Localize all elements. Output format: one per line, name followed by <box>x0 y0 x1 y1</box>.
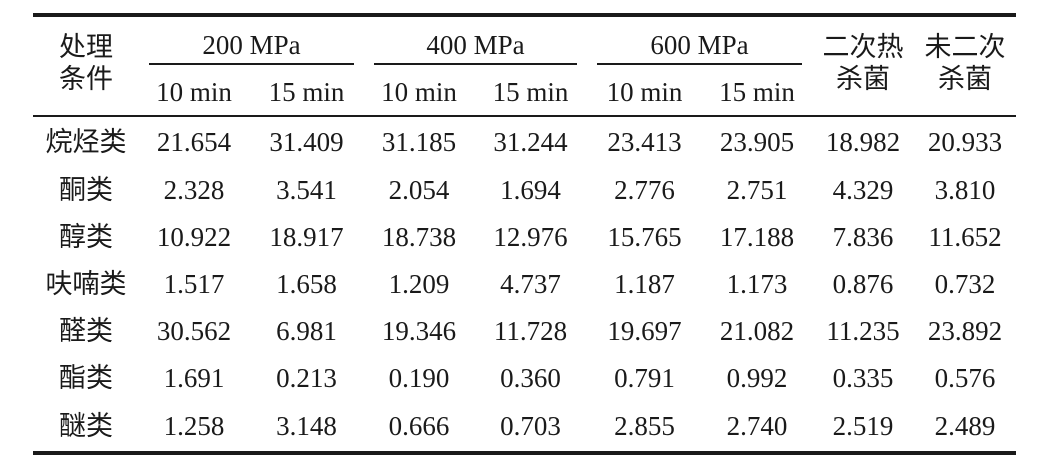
subheader-time: 10 min <box>587 69 703 117</box>
table-cell: 21.654 <box>156 126 232 157</box>
table-cell: 1.258 <box>139 402 249 455</box>
row-label: 呋喃类 <box>45 269 127 300</box>
table-cell: 3.148 <box>249 402 365 455</box>
table-cell: 18.917 <box>269 222 344 252</box>
table-cell: 0.190 <box>388 363 450 393</box>
table-row: 醛类 30.562 6.981 19.346 11.728 19.697 21.… <box>33 308 1016 355</box>
table-cell: 0.876 <box>832 269 894 299</box>
header-row-groups: 处理 条件 200 MPa 400 MPa 600 MPa 二次热 杀菌 未二次 <box>33 13 1017 117</box>
table-cell: 23.892 <box>927 316 1003 346</box>
header-row-times: 10 min 15 min 10 min 15 min 10 min 15 mi… <box>33 69 1016 117</box>
table-cell: 18.982 <box>825 126 901 157</box>
group-header-600mpa: 600 MPa <box>587 13 813 69</box>
table-cell: 0.666 <box>364 402 475 455</box>
table-cell: 10.922 <box>156 222 232 252</box>
table-cell: 12.976 <box>493 222 568 252</box>
table-cell: 6.981 <box>276 316 337 346</box>
header-secondary-heat-sterilization: 二次热 杀菌 <box>812 13 915 117</box>
subheader-time: 10 min <box>139 69 249 117</box>
table-cell: 0.703 <box>474 402 588 455</box>
subheader-time: 15 min <box>474 69 588 117</box>
table-cell: 30.562 <box>156 316 232 346</box>
table-row: 酮类 2.328 3.541 2.054 1.694 2.776 2.751 4… <box>33 167 1016 214</box>
table-cell: 11.235 <box>826 316 900 346</box>
table-cell: 2.855 <box>587 402 703 455</box>
row-label: 酯类 <box>59 363 113 394</box>
table-cell: 11.652 <box>928 222 1002 252</box>
subheader-time: 10 min <box>364 69 475 117</box>
table-cell: 31.409 <box>269 126 344 157</box>
group-header-200mpa: 200 MPa <box>139 13 365 69</box>
table-cell: 1.691 <box>163 363 225 393</box>
table-cell: 0.791 <box>614 363 675 393</box>
table-cell: 2.328 <box>163 175 225 205</box>
table-cell: 0.992 <box>726 363 788 393</box>
table-cell: 2.489 <box>914 402 1017 455</box>
table-cell: 1.517 <box>163 269 225 299</box>
volatile-compounds-table: 处理 条件 200 MPa 400 MPa 600 MPa 二次热 杀菌 未二次 <box>33 13 1017 455</box>
table-cell: 23.413 <box>607 126 682 157</box>
row-label: 烷烃类 <box>45 126 127 158</box>
table-row: 醇类 10.922 18.917 18.738 12.976 15.765 17… <box>33 214 1016 261</box>
subheader-time: 15 min <box>702 69 813 117</box>
table-cell: 2.751 <box>726 175 788 205</box>
table-row: 醚类 1.258 3.148 0.666 0.703 2.855 2.740 2… <box>33 402 1017 455</box>
table-header: 处理 条件 200 MPa 400 MPa 600 MPa 二次热 杀菌 未二次 <box>33 13 1017 117</box>
table-cell: 1.658 <box>276 269 337 299</box>
table-cell: 31.244 <box>493 126 568 157</box>
table-row: 呋喃类 1.517 1.658 1.209 4.737 1.187 1.173 … <box>33 261 1016 308</box>
table-cell: 1.187 <box>614 269 675 299</box>
table-cell: 2.519 <box>812 402 915 455</box>
table-body: 烷烃类 21.654 31.409 31.185 31.244 23.413 2… <box>33 116 1017 455</box>
table-cell: 2.054 <box>388 175 450 205</box>
row-label: 醚类 <box>33 402 139 455</box>
table-cell: 19.346 <box>381 316 457 346</box>
table-cell: 31.185 <box>381 126 457 157</box>
table-cell: 0.576 <box>934 363 996 393</box>
table-cell: 2.776 <box>614 175 675 205</box>
table-row: 酯类 1.691 0.213 0.190 0.360 0.791 0.992 0… <box>33 355 1016 402</box>
row-label: 醛类 <box>59 316 113 347</box>
table-cell: 23.905 <box>719 126 795 157</box>
table-cell: 18.738 <box>381 222 457 252</box>
condition-header-line-2: 条件 <box>59 64 113 95</box>
subheader-time: 15 min <box>249 69 365 117</box>
table-cell: 17.188 <box>719 222 795 252</box>
table-cell: 4.329 <box>832 175 894 205</box>
table-cell: 4.737 <box>500 269 561 299</box>
table-cell: 0.360 <box>500 363 561 393</box>
table-cell: 15.765 <box>607 222 682 252</box>
table-cell: 3.541 <box>276 175 337 205</box>
table-cell: 1.694 <box>500 175 561 205</box>
condition-header-line-1: 处理 <box>59 31 113 63</box>
table-cell: 1.209 <box>388 269 450 299</box>
table-cell: 20.933 <box>927 126 1003 157</box>
table-cell: 7.836 <box>832 222 894 252</box>
table-cell: 3.810 <box>934 175 996 205</box>
table-cell: 11.728 <box>493 316 568 346</box>
table-cell: 1.173 <box>726 269 788 299</box>
row-label: 醇类 <box>59 222 113 253</box>
table-cell: 19.697 <box>607 316 682 346</box>
header-no-secondary-sterilization: 未二次 杀菌 <box>914 13 1017 117</box>
table-cell: 0.335 <box>832 363 894 393</box>
row-label: 酮类 <box>59 175 113 206</box>
condition-header: 处理 条件 <box>33 13 139 117</box>
table-row: 烷烃类 21.654 31.409 31.185 31.244 23.413 2… <box>33 116 1016 167</box>
table-cell: 21.082 <box>719 316 795 346</box>
table-cell: 2.740 <box>702 402 813 455</box>
table-cell: 0.213 <box>276 363 337 393</box>
table-cell: 0.732 <box>934 269 996 299</box>
group-header-400mpa: 400 MPa <box>364 13 588 69</box>
